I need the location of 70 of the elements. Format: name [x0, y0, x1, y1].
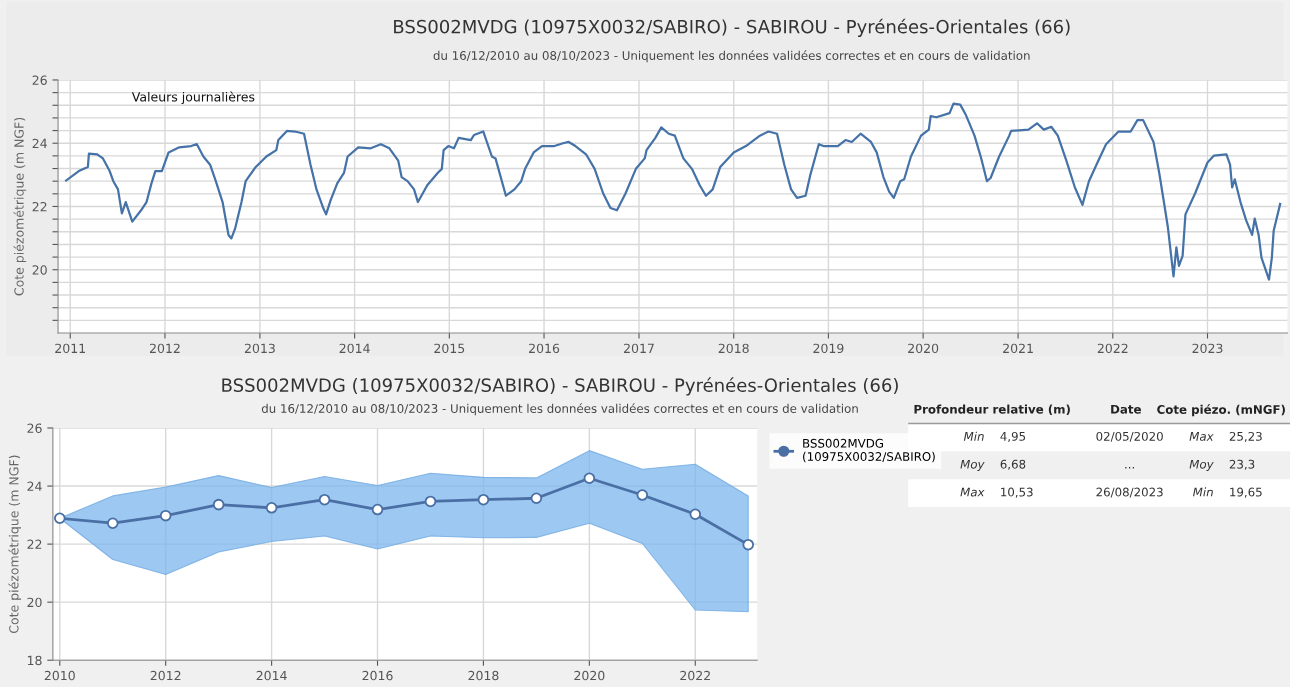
point	[318, 493, 331, 506]
text: Min	[963, 431, 984, 441]
chart-title: BSS002MVDG (10975X0032/SABIRO) - SABIROU - Pyrénées-Orientales (66)	[394, 18, 1070, 37]
point	[583, 472, 596, 484]
chart-title: BSS002MVDG (10975X0032/SABIRO) - SABIROU - Pyrénées-Orientales (66)	[222, 377, 898, 396]
y-tick-label: 20	[32, 265, 47, 275]
point	[54, 512, 66, 525]
x-tick-label: 2014	[339, 343, 370, 354]
x-tick-label: 2018	[468, 670, 499, 681]
x-tick-label: 2019	[813, 343, 844, 354]
point	[265, 502, 278, 514]
text: 4,95	[1000, 431, 1026, 443]
text: 6,68	[1000, 459, 1026, 470]
x-tick-label: 2022	[680, 670, 710, 681]
point	[424, 495, 437, 508]
text: 10,53	[1001, 487, 1033, 498]
y-axis-title: Cote piézométrique (m NGF)	[8, 455, 22, 634]
text: 25,23	[1229, 431, 1262, 443]
category-label: Date	[1111, 404, 1141, 414]
legend-label: BSS002MVDG (10975X0032/SABIRO)	[803, 438, 935, 463]
category-label: Cote piézo. (mNGF)	[1157, 404, 1285, 417]
point	[212, 498, 225, 511]
text: ...	[1125, 467, 1134, 469]
y-tick-label: 22	[27, 539, 42, 549]
point	[371, 503, 384, 516]
y-tick-label: 26	[32, 75, 47, 85]
text: Min	[1193, 487, 1213, 497]
y-axis-title: Cote piézométrique (m NGF)	[13, 117, 27, 296]
point	[530, 492, 543, 505]
x-tick-label: 2020	[574, 670, 605, 681]
point	[742, 538, 754, 551]
x-tick-label: 2021	[1003, 343, 1033, 354]
chart-subtitle: du 16/12/2010 au 08/10/2023 - Uniquement les données validées correctes et en cours de validation	[433, 50, 1030, 63]
text: Max	[960, 487, 985, 497]
annotation: Valeurs journalières	[131, 91, 255, 104]
text: Max	[1189, 432, 1214, 441]
x-tick-label: 2020	[908, 343, 939, 354]
point	[106, 517, 119, 529]
point	[689, 508, 702, 520]
text: 19,65	[1230, 487, 1262, 498]
point	[636, 489, 649, 501]
category-label: Profondeur relative (m)	[914, 404, 1070, 416]
y-tick-label: 20	[27, 597, 42, 608]
x-tick-label: 2023	[1192, 343, 1223, 354]
y-tick-label: 22	[32, 201, 47, 212]
chart-subtitle: du 16/12/2010 au 08/10/2023 - Uniquement les données validées correctes et en cours de validation	[261, 403, 858, 416]
text: 26/08/2023	[1096, 487, 1163, 498]
x-tick-label: 2016	[529, 343, 560, 354]
line-series	[64, 102, 1282, 281]
x-tick-label: 2013	[244, 343, 275, 354]
text: 23,3	[1229, 459, 1255, 470]
x-tick-label: 2018	[718, 343, 749, 354]
x-tick-label: 2016	[362, 670, 393, 681]
point	[159, 509, 172, 522]
x-tick-label: 2010	[44, 670, 75, 681]
y-tick-label: 24	[32, 138, 47, 148]
y-tick-label: 26	[27, 423, 42, 433]
x-tick-label: 2012	[150, 670, 181, 681]
x-tick-label: 2012	[149, 343, 180, 354]
text: Moy	[1189, 459, 1214, 471]
point	[477, 493, 490, 506]
x-tick-label: 2017	[624, 343, 654, 354]
y-tick-label: 24	[27, 481, 42, 491]
x-tick-label: 2011	[55, 343, 85, 354]
x-tick-label: 2014	[256, 670, 287, 681]
text: Moy	[960, 459, 985, 471]
x-tick-label: 2022	[1097, 343, 1128, 354]
x-tick-label: 2015	[434, 343, 465, 354]
y-tick-label: 18	[27, 655, 42, 666]
text: 02/05/2020	[1096, 431, 1163, 442]
